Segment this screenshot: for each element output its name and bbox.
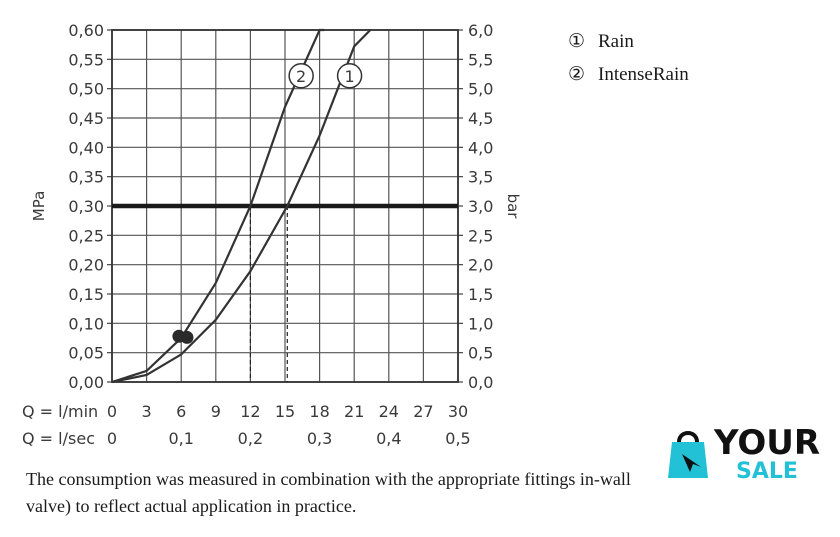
x-secondary-tick-label: 0,5 [445,429,470,448]
x-secondary-axis-label: Q = l/sec [22,429,95,448]
x-primary-tick-label: 18 [309,402,329,421]
y-left-tick-label: 0,60 [68,21,104,40]
y-left-tick-label: 0,15 [68,285,104,304]
caption: The consumption was measured in combinat… [26,469,631,516]
y-left-tick-label: 0,10 [68,314,104,333]
y-right-tick-label: 4,5 [468,109,493,128]
y-right-tick-label: 6,0 [468,21,493,40]
x-secondary-tick-label: 0,3 [307,429,332,448]
y-right-tick-label: 1,5 [468,285,493,304]
y-right-tick-label: 2,5 [468,226,493,245]
y-left-tick-label: 0,55 [68,50,104,69]
y-right-tick-label: 5,5 [468,50,493,69]
series-marker-label-2: 2 [296,67,306,86]
logo-word-your: YOUR [713,423,820,463]
x-primary-tick-label: 3 [142,402,152,421]
y-right-tick-label: 4,0 [468,138,493,157]
x-primary-tick-label: 12 [240,402,260,421]
series-marker-circle-1 [336,63,363,89]
y-right-tick-label: 0,5 [468,344,493,363]
data-point [180,330,194,344]
y-left-tick-label: 0,00 [68,373,104,392]
x-tick-labels: 0 3 6 9 12 15 18 21 24 27 30 0 0,1 0,2 0,3 0,4 0,5 [107,402,471,448]
series-line-2 [111,28,325,384]
y-left-tick-label: 0,45 [68,109,104,128]
legend-label-rain: Rain [598,31,634,52]
x-secondary-tick-label: 0 [107,429,117,448]
y-left-tick-label: 0,40 [68,138,104,157]
series-marker-label-1: 1 [344,67,354,86]
y-right-tick-labels: 0,0 0,5 1,0 1,5 2,0 2,5 3,0 3,5 4,0 4,5 5,0 5,5 6,0 [468,21,493,392]
x-secondary-tick-label: 0,1 [168,429,193,448]
x-primary-tick-label: 6 [176,402,186,421]
x-primary-tick-label: 15 [275,402,295,421]
pressure-flow-chart: 0,000,050,100,150,200,250,300,350,400,45… [22,21,689,448]
y-left-tick-label: 0,05 [68,344,104,363]
y-right-axis-label: bar [504,194,522,220]
x-primary-tick-label: 9 [211,402,221,421]
y-right-tick-label: 0,0 [468,373,493,392]
legend-symbol-2: ② [568,64,585,85]
y-right-tick-label: 5,0 [468,80,493,99]
curves: 12 [111,28,458,384]
legend: ① Rain ② IntenseRain [568,31,689,85]
x-secondary-tick-label: 0,2 [238,429,263,448]
y-left-tick-labels: 0,00 0,05 0,10 0,15 0,20 0,25 0,30 0,35 0,40 0,45… [68,21,104,392]
y-left-tick-label: 0,30 [68,197,104,216]
logo-word-sale: SALE [736,459,798,484]
shopping-bag-icon [668,431,708,478]
y-left-tick-label: 0,50 [68,80,104,99]
y-right-tick-label: 3,0 [468,197,493,216]
y-left-axis-label: MPa [30,191,48,222]
y-left-tick-label: 0,35 [68,168,104,187]
series-marker-circle-2 [288,63,314,89]
y-left-tick-label: 0,25 [68,226,104,245]
x-primary-tick-label: 21 [344,402,364,421]
yoursale-logo: YOUR SALE [668,423,820,484]
x-secondary-tick-label: 0,4 [376,429,401,448]
y-right-tick-label: 1,0 [468,314,493,333]
legend-label-intenserain: IntenseRain [598,64,689,85]
x-primary-tick-label: 0 [107,402,117,421]
y-right-tick-label: 3,5 [468,168,493,187]
legend-symbol-1: ① [568,31,585,52]
y-left-tick-label: 0,20 [68,256,104,275]
x-primary-tick-label: 24 [379,402,399,421]
x-primary-tick-label: 27 [413,402,433,421]
y-right-tick-label: 2,0 [468,256,493,275]
x-primary-tick-label: 30 [448,402,468,421]
x-primary-axis-label: Q = l/min [22,402,98,421]
